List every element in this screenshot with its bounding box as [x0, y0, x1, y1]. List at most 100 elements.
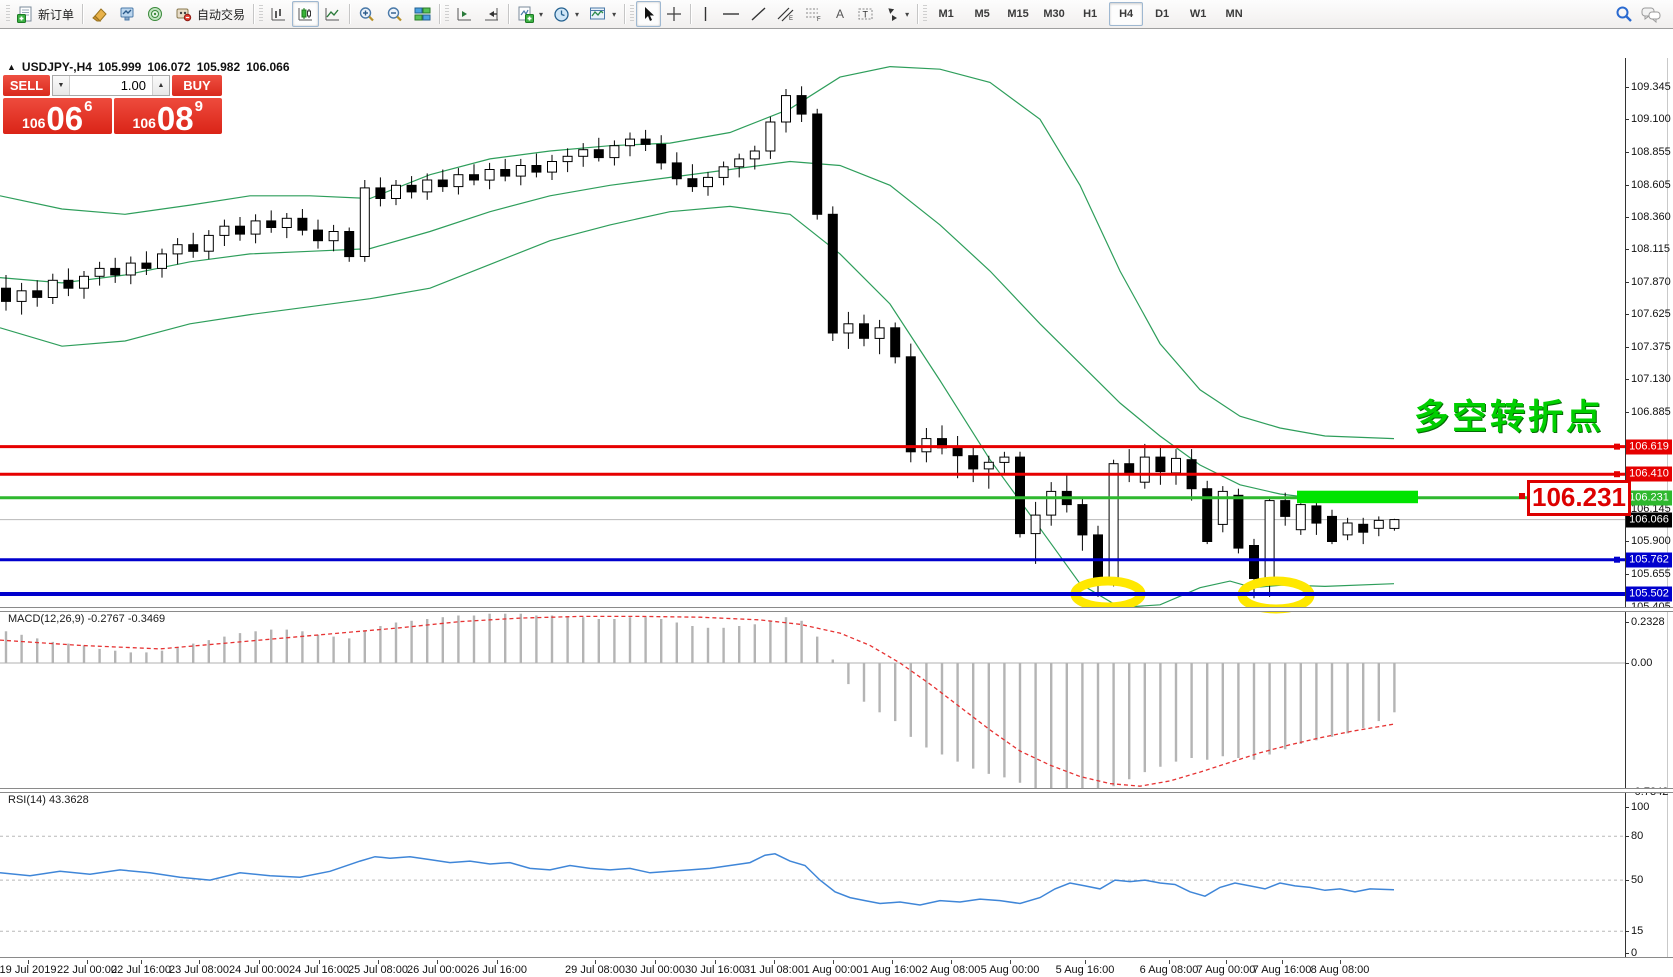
buy-price-prefix: 106 — [132, 115, 156, 131]
candle-body — [952, 447, 963, 457]
templates-button[interactable]: ▾ — [584, 1, 621, 27]
green-highlight-rectangle[interactable] — [1297, 490, 1418, 504]
text-tool-button[interactable]: A — [828, 1, 852, 27]
auto-scroll-button[interactable] — [478, 1, 505, 27]
timeframe-button-h1[interactable]: H1 — [1083, 8, 1098, 20]
eraser-button[interactable] — [86, 1, 114, 27]
time-tick-label: 24 Jul 16:00 — [289, 964, 349, 976]
periods-button[interactable]: ▾ — [548, 1, 584, 27]
market-watch-button[interactable] — [114, 1, 142, 27]
timeframe-button-d1[interactable]: D1 — [1155, 8, 1170, 20]
tile-windows-button[interactable] — [409, 1, 436, 27]
volume-increase-button[interactable]: ▲ — [152, 76, 169, 95]
candle-body — [1202, 488, 1213, 543]
price-callout-box[interactable]: 106.231 — [1527, 479, 1631, 516]
timeframe-button-w1[interactable]: W1 — [1189, 8, 1207, 20]
crosshair-tool-button[interactable] — [661, 1, 687, 27]
timeframe-button-m30[interactable]: M30 — [1043, 8, 1065, 20]
price-tick-label: 107.375 — [1631, 341, 1671, 353]
rsi-tick-mark — [1625, 931, 1629, 932]
time-tick-label: 30 Jul 00:00 — [625, 964, 685, 976]
candle-body — [983, 461, 994, 470]
candle-body — [1249, 545, 1259, 579]
bar-chart-type-button[interactable] — [265, 1, 292, 27]
buy-price-display[interactable]: 106 08 9 — [113, 98, 222, 135]
cursor-tool-button[interactable] — [636, 1, 662, 27]
shift-chart-button[interactable] — [451, 1, 478, 27]
timeframe-button-mn[interactable]: MN — [1225, 8, 1243, 20]
pane-separator-rsi[interactable] — [0, 788, 1673, 793]
candle-body — [562, 155, 573, 163]
candle-body — [250, 220, 261, 235]
time-tick-label: 26 Jul 16:00 — [467, 964, 527, 976]
price-tick-label: 109.345 — [1631, 81, 1671, 93]
candle-body — [1108, 463, 1119, 580]
price-tick-mark — [1625, 152, 1629, 153]
chat-icon[interactable] — [1641, 6, 1661, 23]
candle-body — [625, 138, 635, 147]
timeframe-button-h4[interactable]: H4 — [1109, 2, 1144, 26]
symbol-ohlc-strip[interactable]: ▲ USDJPY-,H4 105.999 106.072 105.982 106… — [7, 60, 290, 74]
templates-icon — [590, 7, 606, 20]
periods-clock-icon — [554, 6, 569, 22]
arrows-tool-button[interactable]: ▾ — [879, 1, 914, 27]
zoom-in-button[interactable] — [353, 1, 381, 27]
timeframe-button-m1[interactable]: M1 — [938, 8, 954, 20]
trendline-tool-button[interactable] — [745, 1, 772, 27]
candle-body — [297, 217, 308, 231]
add-indicator-button[interactable]: ▾ — [512, 1, 548, 27]
candle-body — [219, 225, 230, 236]
volume-value[interactable]: 1.00 — [120, 78, 146, 93]
line-chart-type-button[interactable] — [319, 1, 346, 27]
candlestick-chart-type-button[interactable] — [292, 1, 320, 27]
candle-body — [79, 275, 89, 289]
chart-canvas[interactable] — [0, 58, 1673, 960]
line-handle[interactable] — [1614, 556, 1620, 563]
line-handle[interactable] — [1614, 443, 1620, 450]
line-chart-icon — [325, 8, 340, 21]
zoom-out-button[interactable] — [381, 1, 409, 27]
channel-tool-button[interactable]: E — [772, 1, 800, 27]
templates-caret[interactable]: ▾ — [612, 9, 617, 19]
candle-body — [1358, 523, 1369, 533]
timeframe-button-m15[interactable]: M15 — [1007, 8, 1029, 20]
time-axis[interactable]: 19 Jul 2019 22 Jul 00:00 22 Jul 16:00 23 Ju… — [0, 960, 1673, 977]
buy-button[interactable]: BUY — [172, 75, 222, 96]
svg-text:E: E — [789, 16, 793, 22]
volume-decrease-button[interactable]: ▼ — [53, 76, 70, 95]
search-icon[interactable] — [1615, 5, 1633, 23]
line-handle[interactable] — [1614, 471, 1620, 478]
sell-price-display[interactable]: 106 06 6 — [3, 98, 112, 135]
collapse-triangle-icon[interactable]: ▲ — [7, 62, 16, 72]
candle-body — [1389, 519, 1400, 529]
horizontal-line-tool-button[interactable] — [717, 1, 745, 27]
timeframe-button-m5[interactable]: M5 — [974, 8, 990, 20]
add-indicator-caret[interactable]: ▾ — [539, 9, 544, 19]
periods-caret[interactable]: ▾ — [575, 9, 580, 19]
candle-body — [1264, 500, 1275, 579]
candle-body — [500, 169, 511, 177]
candle-body — [453, 174, 464, 188]
fibonacci-icon: F — [806, 8, 821, 22]
fibonacci-tool-button[interactable]: F — [800, 1, 828, 27]
text-label-tool-button[interactable]: T — [852, 1, 879, 27]
price-tick-mark — [1625, 574, 1629, 575]
ohlc-close: 106.066 — [246, 60, 290, 74]
bull-bear-turning-point-note[interactable]: 多空转折点 — [1414, 398, 1605, 437]
sell-button[interactable]: SELL — [3, 75, 50, 96]
price-callout-handle[interactable] — [1519, 493, 1525, 499]
channel-icon: E — [777, 7, 794, 22]
candle-body — [141, 262, 152, 269]
arrows-caret[interactable]: ▾ — [905, 9, 910, 19]
time-tick-label: 30 Jul 16:00 — [685, 964, 745, 976]
price-tick-label: 109.100 — [1631, 113, 1671, 125]
price-tick-mark — [1625, 379, 1629, 380]
pane-separator-macd[interactable] — [0, 607, 1673, 612]
toolbar-grip[interactable] — [6, 5, 10, 23]
navigator-button[interactable] — [142, 1, 170, 27]
vertical-line-tool-button[interactable] — [694, 1, 717, 27]
autotrading-button[interactable]: 自动交易 — [170, 1, 250, 27]
candle-body — [1171, 457, 1181, 474]
new-order-button[interactable]: 新订单 — [12, 1, 79, 27]
candle-body — [344, 231, 355, 258]
